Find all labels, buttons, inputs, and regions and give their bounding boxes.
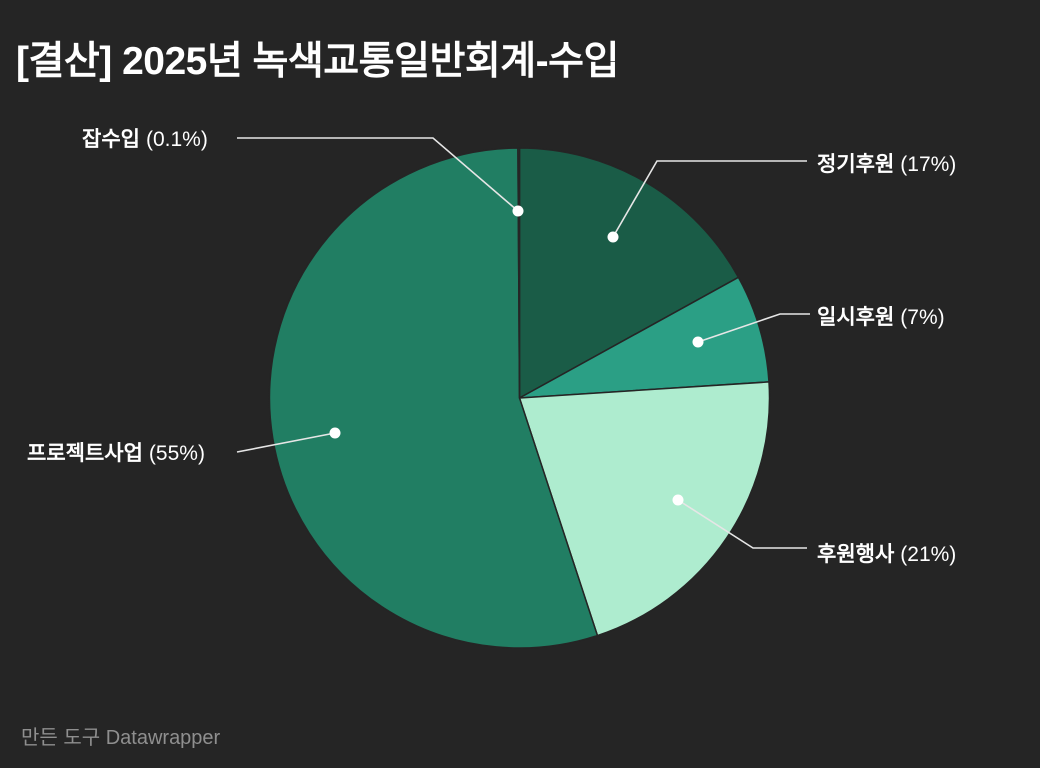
slice-label-huwon-haengsa: 후원행사 (21%): [817, 542, 956, 567]
callout-line-ilsi-huwon: [697, 313, 810, 343]
callout-line-japsuip: [237, 137, 519, 212]
callout-dot-jeonggi-huwon: [607, 231, 619, 243]
callout-dot-ilsi-huwon: [692, 336, 704, 348]
page-title: [결산] 2025년 녹색교통일반회계-수입: [16, 40, 619, 83]
slice-label-japsuip: 잡수입 (0.1%): [82, 127, 208, 152]
slice-label-jeonggi-huwon: 정기후원 (17%): [817, 152, 956, 177]
pie-slices: [268, 147, 771, 649]
pie-slice-후원행사[interactable]: [518, 381, 771, 637]
pie-slice-프로젝트사업[interactable]: [268, 147, 599, 649]
slice-label-ilsi-huwon: 일시후원 (7%): [817, 305, 945, 330]
slice-label-project-saeop: 프로젝트사업 (55%): [27, 441, 205, 466]
slice-label-pct: (17%): [900, 153, 957, 176]
pie-slice-일시후원[interactable]: [518, 276, 770, 399]
pie-slice-정기후원[interactable]: [518, 147, 740, 399]
slice-label-name: 일시후원: [817, 306, 895, 329]
slice-label-pct: (7%): [900, 306, 945, 329]
slice-label-pct: (55%): [148, 442, 205, 465]
callout-line-huwon-haengsa: [677, 499, 807, 549]
slice-label-name: 후원행사: [817, 543, 895, 566]
slice-label-pct: (0.1%): [145, 128, 208, 151]
callout-line-jeonggi-huwon: [612, 160, 807, 238]
callout-dot-japsuip: [512, 205, 524, 217]
callout-line-project-saeop: [236, 432, 336, 453]
footer-credit: 만든 도구 Datawrapper: [21, 727, 221, 749]
slice-label-name: 프로젝트사업: [27, 442, 143, 465]
slice-label-pct: (21%): [900, 543, 957, 566]
callout-dot-huwon-haengsa: [672, 494, 684, 506]
slice-label-name: 정기후원: [817, 153, 895, 176]
callout-dot-project-saeop: [329, 427, 341, 439]
slice-label-name: 잡수입: [82, 128, 140, 151]
